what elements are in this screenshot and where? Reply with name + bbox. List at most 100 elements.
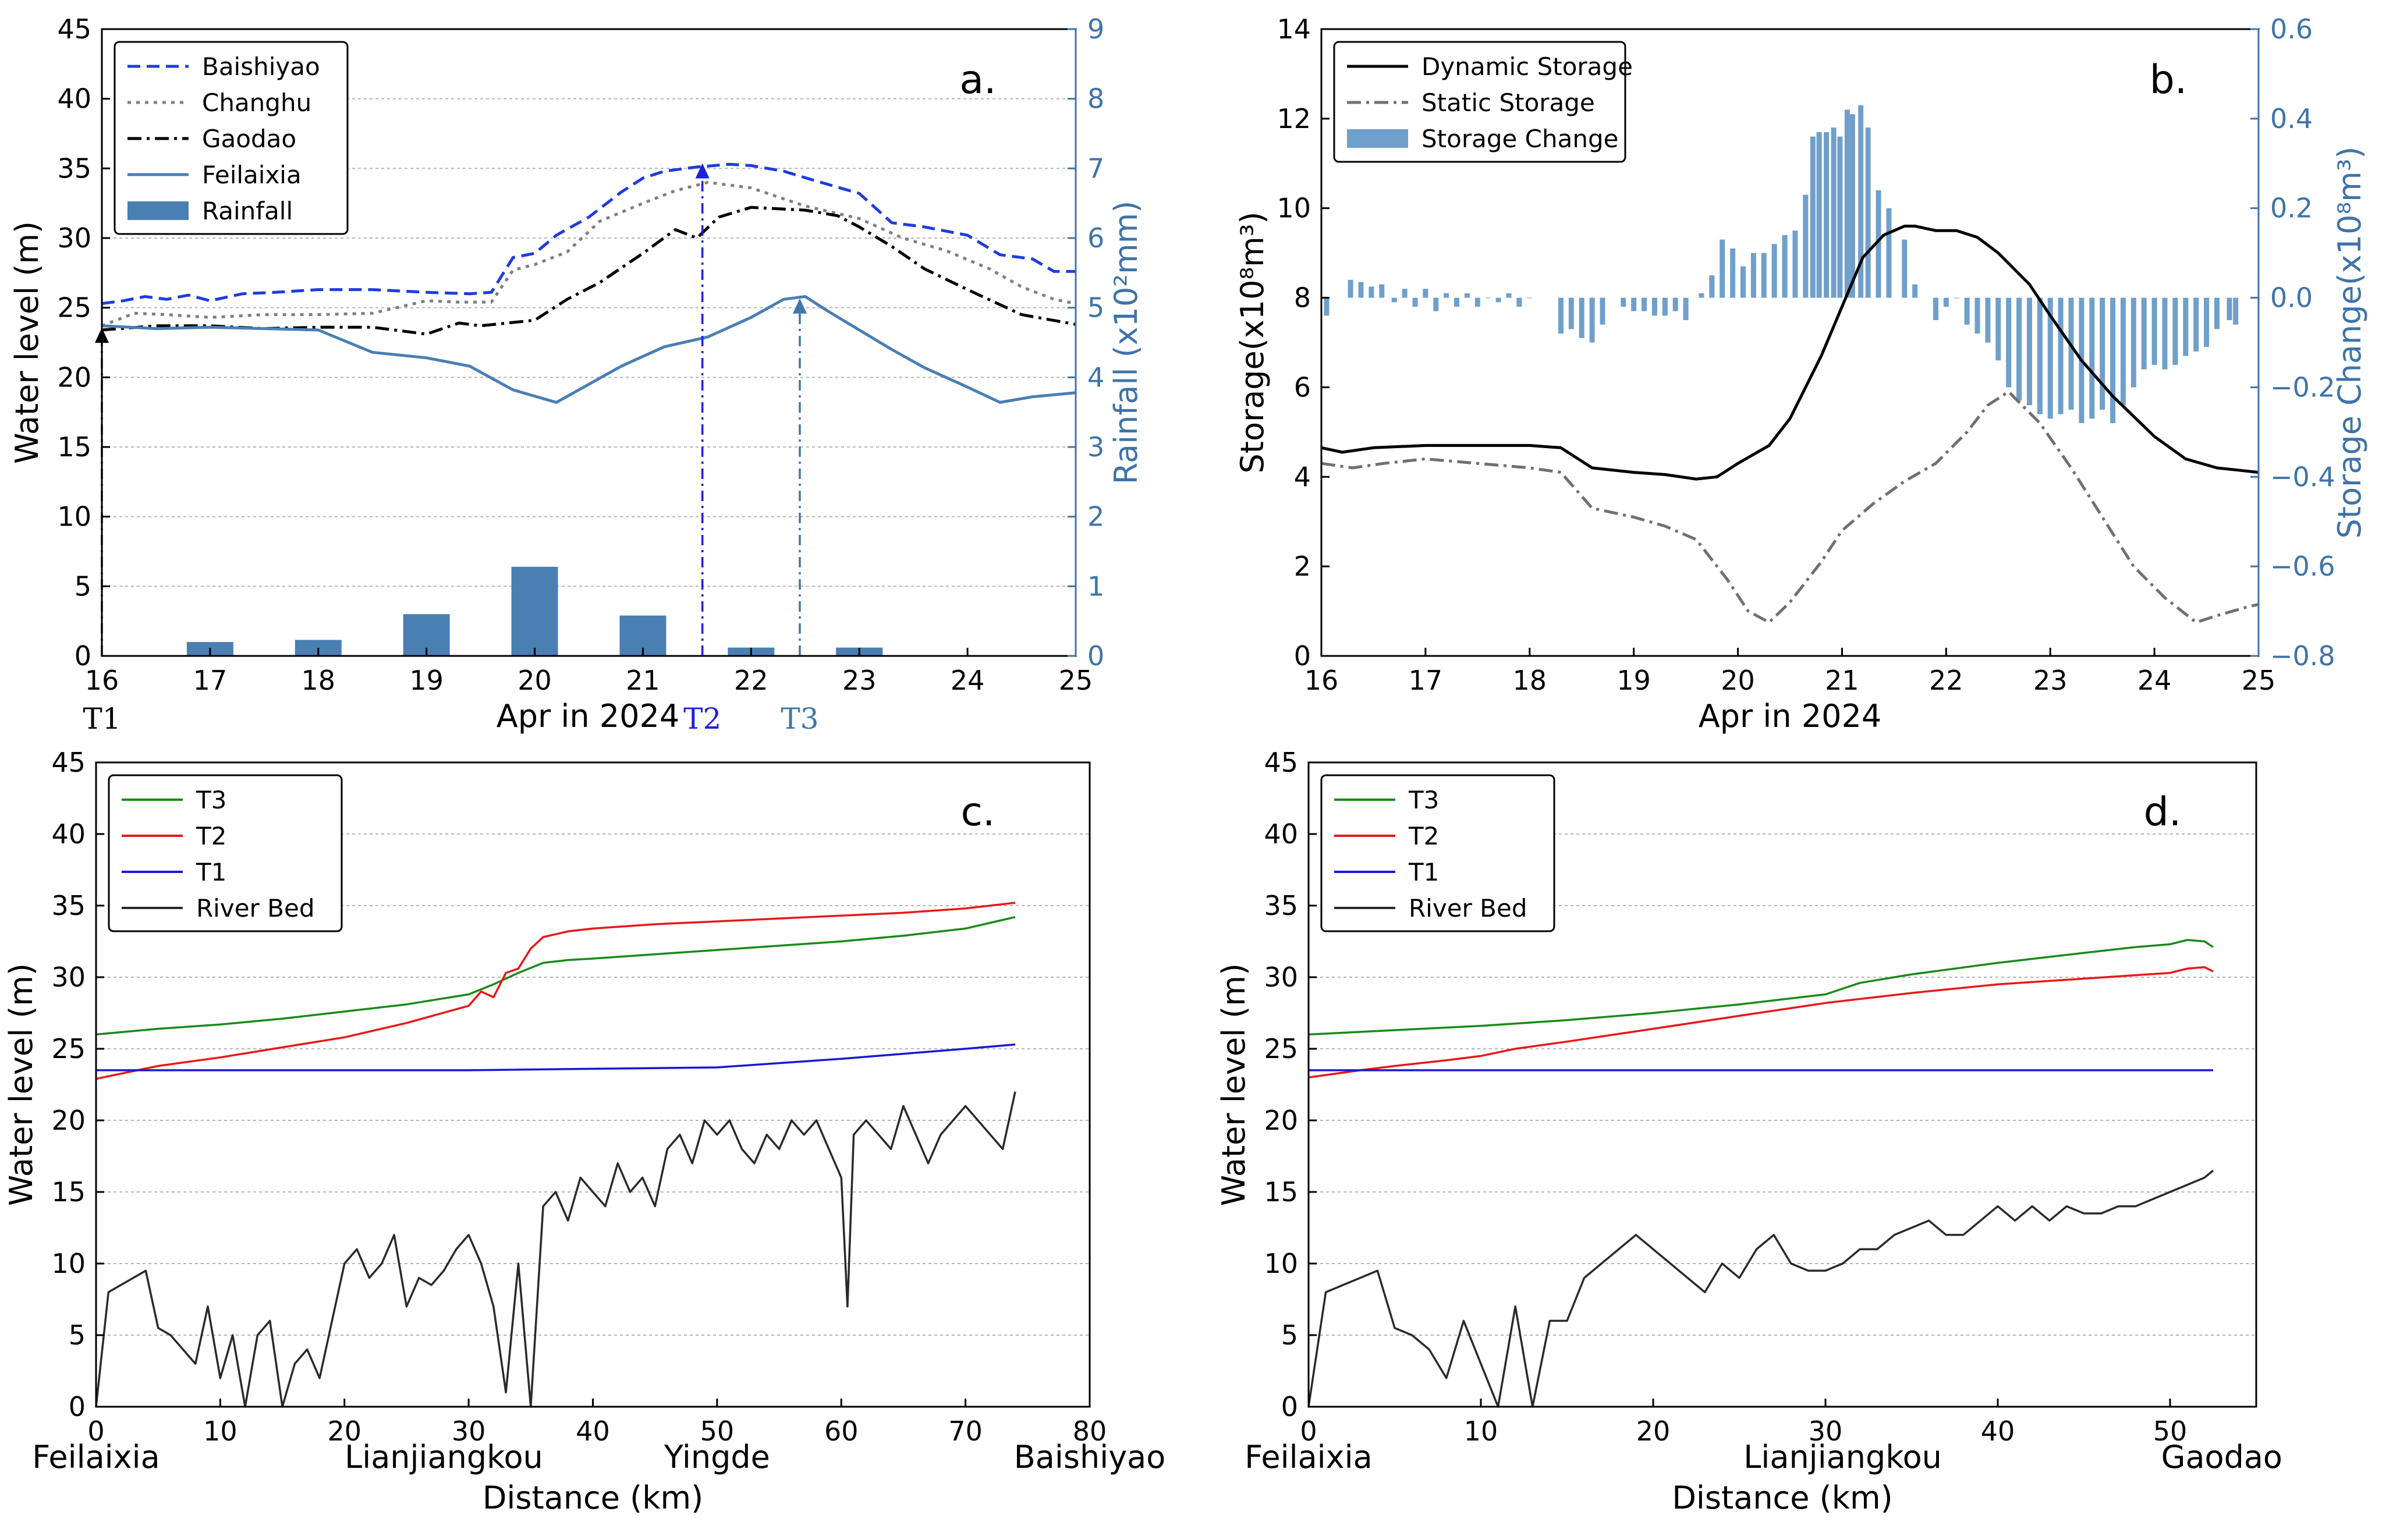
panel-a-marker-arrow-t3 xyxy=(792,298,807,314)
panel-a-xtick-label: 24 xyxy=(951,665,985,696)
panel-d-ytick-label: 5 xyxy=(1281,1319,1298,1351)
panel-a-xtick-label: 25 xyxy=(1059,665,1093,696)
panel-a-ytick-right-label: 5 xyxy=(1087,292,1104,324)
panel-b-ytick-label: 4 xyxy=(1294,461,1311,492)
panel-c-ytick-label: 20 xyxy=(51,1105,86,1136)
panel-a-marker-label-t3: T3 xyxy=(781,702,818,736)
panel-b-bar xyxy=(2037,297,2043,414)
panel-c-ytick-label: 30 xyxy=(51,961,86,993)
panel-c-legend xyxy=(108,774,343,932)
panel-d-legend-label-t1: T1 xyxy=(1408,858,1439,886)
panel-a-ytick-label: 20 xyxy=(57,361,91,393)
panel-c-ytick-label: 40 xyxy=(51,818,86,850)
panel-c-location-baishiyao: Baishiyao xyxy=(1014,1439,1166,1475)
panel-c-location-lianjiangkou: Lianjiangkou xyxy=(345,1439,543,1475)
panel-b-bar xyxy=(2006,297,2012,388)
panel-a-bar xyxy=(511,566,558,656)
panel-b-ytick-right-label: 0.6 xyxy=(2270,13,2313,45)
panel-c-series-t1 xyxy=(96,1043,1016,1071)
panel-b-bar xyxy=(1844,109,1850,298)
panel-d-ytick-label: 45 xyxy=(1264,747,1298,778)
panel-a-ytick-label: 45 xyxy=(57,13,91,45)
panel-b-letter: b. xyxy=(2150,57,2188,103)
panel-a-ytick-right-label: 9 xyxy=(1087,13,1104,45)
panel-b-bar xyxy=(1579,297,1584,338)
panel-a-marker-label-t2: T2 xyxy=(683,702,721,736)
panel-b-bar xyxy=(1506,293,1512,298)
panel-c-legend-label-t1: T1 xyxy=(196,858,226,886)
panel-b-bar xyxy=(1858,105,1864,298)
panel-a-legend-swatch-rainfall xyxy=(127,201,189,220)
panel-d-ytick-label: 25 xyxy=(1264,1033,1298,1064)
panel-c-xtick-label: 40 xyxy=(576,1415,610,1447)
panel-b-bar xyxy=(2089,297,2095,419)
panel-a-xtick-label: 16 xyxy=(85,665,119,696)
panel-b-bar xyxy=(2151,297,2157,365)
panel-b-xtick-label: 16 xyxy=(1304,665,1339,696)
panel-b-bar xyxy=(1831,127,1837,298)
panel-b-bar xyxy=(1631,297,1637,311)
panel-d-ylabel: Water level (m) xyxy=(1215,963,1252,1206)
panel-b-ytick-label: 2 xyxy=(1294,551,1311,582)
panel-b-bar xyxy=(1379,284,1385,298)
panel-a-ytick-label: 25 xyxy=(57,292,91,324)
panel-b-bar xyxy=(2162,297,2168,370)
panel-b-bar xyxy=(1933,297,1938,321)
panel-a-legend-label-changhu: Changhu xyxy=(202,88,311,117)
panel-b-legend-label-static-storage: Static Storage xyxy=(1421,88,1595,117)
panel-d-xtick-label: 30 xyxy=(1809,1415,1843,1447)
panel-a-ytick-label: 40 xyxy=(57,83,91,115)
panel-a-ytick-right-label: 4 xyxy=(1087,361,1104,393)
panel-d-frame xyxy=(1307,761,2257,1408)
panel-b-ylabel-right: Storage Change(x10⁸m³) xyxy=(2331,147,2368,539)
panel-b-legend-swatch-storage-change xyxy=(1347,129,1408,148)
panel-b-bar xyxy=(2141,297,2147,370)
panel-d-legend-label-t3: T3 xyxy=(1408,786,1439,814)
panel-b-bar xyxy=(1642,297,1647,311)
panel-b-bar xyxy=(2068,297,2074,410)
panel-b-bar xyxy=(1912,284,1918,298)
panel-d-ytick-label: 15 xyxy=(1264,1176,1298,1208)
panel-b-bar xyxy=(1391,297,1397,303)
panel-b-xtick-label: 21 xyxy=(1825,665,1859,696)
panel-d-ytick-label: 20 xyxy=(1264,1105,1298,1136)
panel-b-ylabel: Storage(x10⁸m³) xyxy=(1234,212,1271,474)
panel-a-ytick-label: 15 xyxy=(57,431,91,463)
panel-b-bar xyxy=(1369,286,1374,298)
panel-d-ytick-label: 0 xyxy=(1281,1391,1298,1422)
panel-b-bar xyxy=(1824,132,1830,298)
panel-b-bar xyxy=(1974,297,1980,334)
panel-b-bar xyxy=(1600,297,1605,325)
panel-a-legend-label-rainfall: Rainfall xyxy=(202,197,293,225)
panel-b-bar xyxy=(2100,297,2105,410)
panel-b-xtick-label: 25 xyxy=(2242,665,2276,696)
panel-a-xtick-label: 18 xyxy=(302,665,336,696)
panel-b-ytick-right-label: 0.4 xyxy=(2270,103,2313,134)
panel-b-ytick-right-label: −0.6 xyxy=(2270,551,2335,582)
panel-b-bar xyxy=(2016,297,2022,401)
panel-b-bar xyxy=(1699,293,1704,298)
panel-b-bar xyxy=(1730,248,1736,298)
panel-a-xtick-label: 17 xyxy=(193,665,228,696)
panel-b-bar xyxy=(1672,297,1678,311)
panel-c-legend-label-river-bed: River Bed xyxy=(196,894,314,922)
panel-b-bar xyxy=(1651,297,1657,316)
panel-b-bar xyxy=(2233,297,2239,325)
panel-b-bar xyxy=(1803,194,1809,298)
panel-b-ytick-right-label: 0.2 xyxy=(2270,193,2313,224)
panel-c-xtick-label: 60 xyxy=(824,1415,859,1447)
panel-b-bar xyxy=(1485,297,1491,299)
panel-b-bar xyxy=(2047,297,2053,419)
panel-b-bar xyxy=(1474,297,1480,307)
panel-b-bar xyxy=(1662,297,1668,316)
panel-b-xlabel: Apr in 2024 xyxy=(1699,698,1881,734)
panel-a-ytick-right-label: 2 xyxy=(1087,501,1104,533)
panel-d-xtick-label: 0 xyxy=(1300,1415,1317,1447)
panel-c-xtick-label: 20 xyxy=(327,1415,361,1447)
panel-a-xtick-label: 21 xyxy=(626,665,660,696)
panel-a-ytick-right-label: 6 xyxy=(1087,222,1104,254)
panel-c-series-t3 xyxy=(95,916,1016,1036)
panel-c-xtick-label: 10 xyxy=(203,1415,237,1447)
panel-d-legend-label-t2: T2 xyxy=(1408,822,1439,850)
panel-d-ytick-label: 35 xyxy=(1264,890,1298,921)
